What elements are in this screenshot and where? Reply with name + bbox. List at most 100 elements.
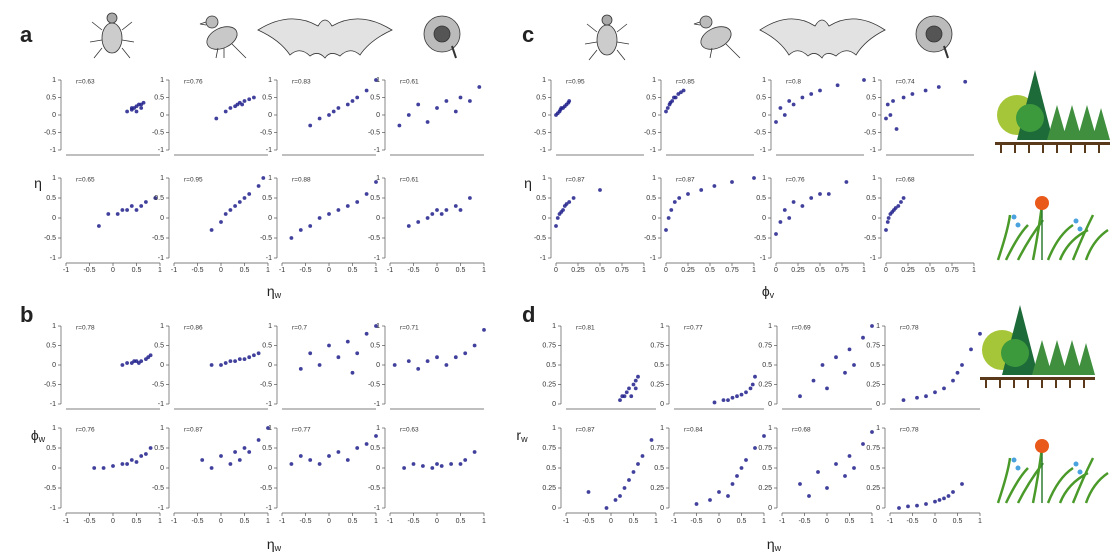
correlation-annotation: r=0.8	[786, 79, 801, 86]
point	[624, 390, 629, 395]
point	[308, 224, 313, 228]
x-tick-label: 0.75	[725, 267, 739, 274]
point	[567, 200, 572, 204]
x-tick-label: -0.5	[83, 267, 95, 274]
y-tick-label: 1	[876, 425, 880, 432]
y-tick-label: 0.75	[758, 445, 772, 452]
point	[735, 474, 739, 478]
point	[115, 212, 120, 216]
y-tick-label: -1	[374, 255, 380, 262]
y-tick-label: 0	[652, 215, 656, 222]
point	[835, 83, 840, 88]
y-axis-label-symbol: η	[524, 175, 532, 191]
x-tick-label: 0.5	[953, 518, 963, 525]
x-axis-label: ϕv	[762, 283, 775, 301]
point	[888, 113, 893, 117]
point	[753, 374, 757, 379]
x-tick-label: 1	[482, 518, 486, 525]
y-tick-label: 0	[768, 505, 772, 512]
point	[622, 394, 627, 399]
y-tick-label: -1	[374, 147, 380, 154]
point	[317, 116, 322, 121]
point	[618, 398, 622, 402]
y-tick-label: 0.5	[654, 362, 664, 369]
point	[791, 102, 796, 107]
point	[901, 95, 906, 100]
y-axis-label: η	[524, 175, 532, 191]
y-tick-label: 0	[160, 362, 164, 369]
point	[144, 200, 148, 204]
point	[906, 504, 910, 509]
y-tick-label: 0	[542, 215, 546, 222]
y-tick-label: 0	[542, 112, 546, 119]
panel-letter: d	[522, 302, 535, 327]
point	[125, 462, 129, 466]
point	[463, 458, 468, 462]
point	[861, 442, 865, 446]
y-tick-label: 1	[52, 175, 56, 182]
point	[730, 395, 735, 400]
point	[942, 496, 946, 501]
y-tick-label: -0.5	[260, 235, 272, 242]
x-tick-label: 0.5	[132, 518, 142, 525]
point	[331, 109, 336, 114]
point	[891, 99, 895, 103]
point	[209, 363, 214, 367]
y-tick-label: -1	[870, 255, 876, 262]
point	[787, 99, 792, 103]
point	[298, 228, 303, 232]
correlation-annotation: r=0.77	[292, 427, 311, 434]
y-tick-label: 0.25	[542, 381, 556, 388]
point	[261, 176, 266, 180]
point	[223, 109, 228, 114]
point	[228, 462, 233, 466]
point	[252, 353, 256, 358]
point	[228, 106, 233, 110]
bat-icon	[759, 18, 886, 59]
x-tick-label: 0	[219, 518, 223, 525]
point	[669, 208, 674, 212]
x-tick-label: -0.5	[582, 518, 594, 525]
x-axis-label-symbol: ϕ	[762, 283, 770, 299]
point	[627, 386, 631, 391]
point	[242, 446, 247, 450]
x-tick-label: -1	[171, 518, 177, 525]
point	[397, 123, 402, 128]
point	[435, 106, 439, 110]
point	[317, 462, 322, 466]
point	[825, 386, 829, 391]
point	[148, 446, 153, 450]
point	[374, 324, 378, 328]
meadow-icon	[996, 196, 1109, 261]
x-tick-label: -1	[387, 518, 393, 525]
y-tick-label: 1	[542, 175, 546, 182]
point	[129, 204, 134, 208]
y-tick-label: 0.75	[650, 342, 664, 349]
point	[209, 466, 214, 470]
point	[762, 434, 766, 438]
y-tick-label: 0	[552, 401, 556, 408]
x-tick-label: 0.75	[615, 267, 629, 274]
x-tick-label: 0	[933, 518, 937, 525]
flower-icon	[423, 15, 461, 59]
y-tick-label: 0.75	[758, 342, 772, 349]
x-tick-label: 0.5	[348, 518, 358, 525]
y-tick-label: 0	[876, 505, 880, 512]
point	[139, 454, 144, 458]
point	[787, 216, 792, 220]
x-axis-label-symbol: η	[267, 283, 275, 299]
x-tick-label: 1	[374, 518, 378, 525]
x-tick-label: 0.5	[595, 267, 605, 274]
point	[885, 220, 890, 224]
x-tick-label: 1	[654, 518, 658, 525]
y-tick-label: 0.5	[154, 94, 164, 101]
point	[670, 99, 675, 103]
y-tick-label: 1	[52, 323, 56, 330]
y-tick-label: 0	[160, 465, 164, 472]
y-tick-label: 1	[376, 323, 380, 330]
point	[825, 486, 829, 490]
point	[134, 460, 139, 464]
point	[753, 446, 757, 450]
y-tick-label: -1	[50, 401, 56, 408]
point	[712, 400, 717, 405]
